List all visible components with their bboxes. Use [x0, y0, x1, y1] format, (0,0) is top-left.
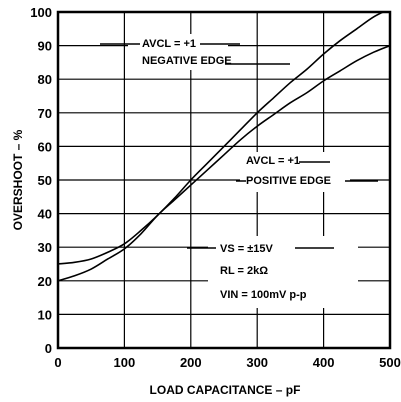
y-tick-label: 20: [38, 274, 52, 289]
annotation-positive-edge-line2: POSITIVE EDGE: [246, 175, 331, 187]
annotation-conditions-line2: RL = 2kΩ: [220, 265, 268, 277]
plot-frame: [56, 10, 392, 350]
x-axis-label: LOAD CAPACITANCE – pF: [150, 383, 301, 397]
y-tick-label: 70: [38, 106, 52, 121]
y-tick-label: 100: [30, 5, 52, 20]
series-negative-edge-line: [58, 12, 385, 265]
y-tick-label: 90: [38, 39, 52, 54]
x-tick-label: 200: [180, 355, 202, 370]
annotation-negative-edge-line2: NEGATIVE EDGE: [142, 55, 232, 67]
y-axis-label: OVERSHOOT – %: [11, 129, 25, 230]
x-tick-label: 0: [54, 355, 61, 370]
annotation-bg: [128, 34, 228, 70]
y-tick-label: 30: [38, 240, 52, 255]
x-tick-label: 400: [313, 355, 335, 370]
annotation-conditions-line3: VIN = 100mV p-p: [220, 289, 307, 301]
annotation-bg: [240, 152, 350, 192]
x-tick-label: 100: [114, 355, 136, 370]
y-tick-label: 40: [38, 207, 52, 222]
series-positive-edge-line: [58, 44, 390, 282]
annotation-positive-edge-line1: AVCL = +1: [246, 155, 300, 167]
y-tick-label: 50: [38, 173, 52, 188]
annotation-conditions-line1: VS = ±15V: [220, 243, 273, 255]
y-tick-label: 80: [38, 72, 52, 87]
annotation-negative-edge-line1: AVCL = +1: [142, 38, 196, 50]
x-tick-label: 300: [246, 355, 268, 370]
x-tick-label: 500: [379, 355, 401, 370]
series-lines: [58, 12, 390, 282]
annotations: AVCL = +1 NEGATIVE EDGE AVCL = +1 POSITI…: [100, 34, 378, 308]
y-tick-label: 10: [38, 307, 52, 322]
tick-labels: 0 10 20 30 40 50 60 70 80 90 100 0 100 200 300 400 500: [30, 5, 401, 370]
y-tick-label: 60: [38, 139, 52, 154]
y-tick-label: 0: [45, 341, 52, 356]
